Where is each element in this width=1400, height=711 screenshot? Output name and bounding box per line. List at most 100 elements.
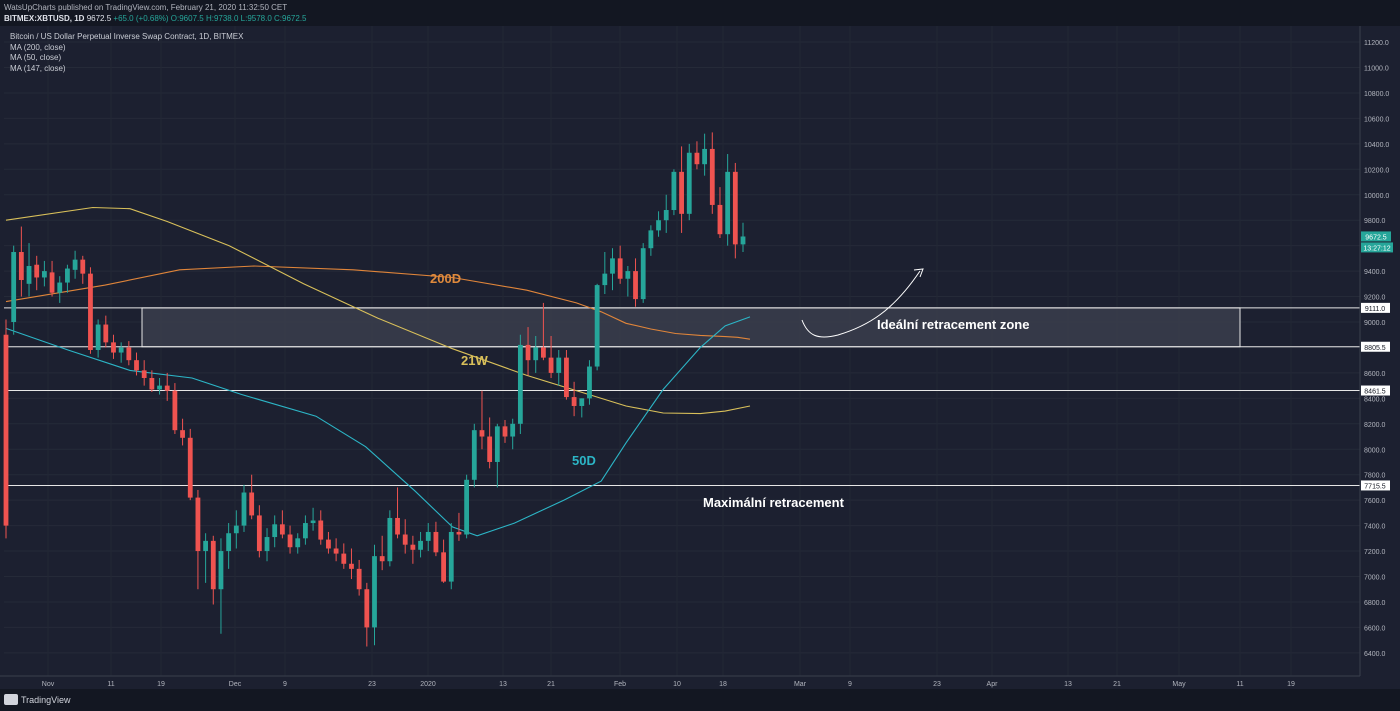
time-tick-label: 13	[499, 681, 507, 688]
time-tick-label: 9	[848, 681, 852, 688]
price-axis[interactable]: 6400.0 6600.0 6800.0 7000.0 7200.0 7400.0 7600…	[1359, 26, 1400, 689]
legend-ma-200[interactable]: MA (200, close)	[10, 42, 66, 52]
last-price: 9672.5	[86, 14, 112, 23]
time-tick-label: Mar	[794, 681, 807, 688]
candle-body	[111, 342, 116, 353]
ohlc-line: BITMEX:XBTUSD, 1D 9672.5 +65.0 (+0.68%) …	[4, 13, 306, 24]
candle-body	[556, 357, 562, 373]
candle-body	[218, 551, 224, 590]
candle-body	[256, 515, 262, 552]
price-change: +65.0 (+0.68%)	[113, 14, 169, 23]
candle-body	[180, 430, 185, 438]
candle-body	[594, 285, 600, 367]
candle-body	[18, 252, 24, 281]
candle-body	[72, 259, 78, 270]
countdown-tag-label: 13:27:12	[1363, 245, 1390, 252]
candle-body	[433, 531, 439, 553]
candle-body	[502, 426, 508, 437]
candle-body	[118, 347, 124, 353]
candle-body	[717, 204, 723, 235]
candle-body	[303, 523, 308, 539]
candle-body	[740, 236, 746, 245]
candle-body	[656, 220, 661, 231]
time-tick-label: 23	[933, 681, 941, 688]
price-tick-label: 10600.0	[1364, 116, 1389, 123]
candle-body	[203, 540, 209, 552]
candle-body	[134, 360, 139, 371]
candle-body	[49, 272, 55, 293]
price-tick-label: 10200.0	[1364, 167, 1389, 174]
time-tick-label: Feb	[614, 681, 626, 688]
candle-body	[686, 152, 692, 214]
price-chart[interactable]: 200D 21W 50D Ideální retracement zone Ma…	[0, 26, 1400, 689]
time-tick-label: 21	[547, 681, 555, 688]
retracement-zone	[141, 307, 1241, 348]
legend-ma-147[interactable]: MA (147, close)	[10, 63, 66, 73]
candle-body	[103, 324, 109, 343]
level-tag-label: 9111.0	[1365, 306, 1385, 313]
candle-body	[279, 524, 285, 535]
price-tick-label: 10800.0	[1364, 91, 1389, 98]
candle-body	[141, 370, 147, 378]
price-tick-label: 9400.0	[1364, 269, 1386, 276]
time-tick-label: 21	[1113, 681, 1121, 688]
price-tick-label: 7200.0	[1364, 549, 1386, 556]
candle-body	[448, 531, 454, 582]
candle-body	[272, 524, 278, 538]
candle-body	[187, 437, 193, 498]
candle-body	[564, 357, 569, 398]
price-axis-bg	[1360, 26, 1400, 689]
high-value: H:9738.0	[205, 14, 239, 23]
tradingview-logo-icon	[4, 694, 18, 705]
annotations: 200D 21W 50D Ideální retracement zone Ma…	[430, 268, 1029, 510]
candle-body	[310, 520, 316, 524]
candle-body	[95, 324, 101, 350]
candle-body	[3, 334, 9, 526]
time-axis[interactable]: Nov 11 19 Dec 9 23 2020 13 21 Feb 10 18 Mar 9 23 Apr 13 2…	[0, 675, 1360, 688]
candle-body	[540, 347, 546, 358]
price-tick-label: 11200.0	[1364, 40, 1389, 47]
candle-body	[295, 538, 301, 548]
candle-body	[464, 479, 470, 535]
candle-body	[41, 271, 47, 278]
last-price-tag	[1361, 231, 1391, 242]
candle-body	[625, 271, 631, 279]
publisher-line: WatsUpCharts published on TradingView.co…	[4, 3, 288, 12]
candle-body	[548, 357, 554, 373]
candle-body	[633, 271, 638, 300]
candle-body	[34, 264, 40, 278]
time-tick-label: 11	[107, 681, 114, 688]
candle-body	[65, 268, 70, 283]
time-tick-label: 19	[157, 681, 165, 688]
candle-body	[679, 171, 684, 214]
price-tick-label: 6400.0	[1364, 651, 1386, 658]
level-tag-label: 8461.5	[1364, 389, 1386, 396]
price-tick-label: 10000.0	[1364, 193, 1389, 200]
candle-body	[349, 563, 354, 569]
legend-ma-50[interactable]: MA (50, close)	[10, 53, 62, 62]
time-tick-label: Nov	[42, 681, 55, 688]
candle-body	[264, 537, 270, 552]
level-tag	[1361, 480, 1390, 491]
candle-body	[525, 344, 531, 361]
candle-body	[11, 252, 17, 322]
close-value: C:9672.5	[274, 14, 307, 23]
price-tick-label: 10400.0	[1364, 142, 1389, 149]
footer	[0, 689, 1400, 711]
candle-body	[663, 210, 669, 221]
open-value: O:9607.5	[170, 14, 204, 23]
low-value: L:9578.0	[240, 14, 272, 23]
candle-body	[517, 344, 523, 424]
time-tick-label: Apr	[987, 681, 999, 688]
candle-body	[379, 556, 385, 562]
candle-body	[441, 552, 446, 582]
symbol[interactable]: BITMEX:XBTUSD, 1D	[4, 14, 85, 23]
candle-body	[356, 568, 362, 590]
candle-body	[164, 385, 170, 391]
candle-body	[610, 258, 615, 274]
max-retracement-label: Maximální retracement	[703, 495, 845, 510]
ma-147-line	[5, 206, 751, 415]
candle-body	[418, 540, 423, 550]
candle-body	[494, 426, 500, 462]
candle-body	[402, 534, 408, 545]
